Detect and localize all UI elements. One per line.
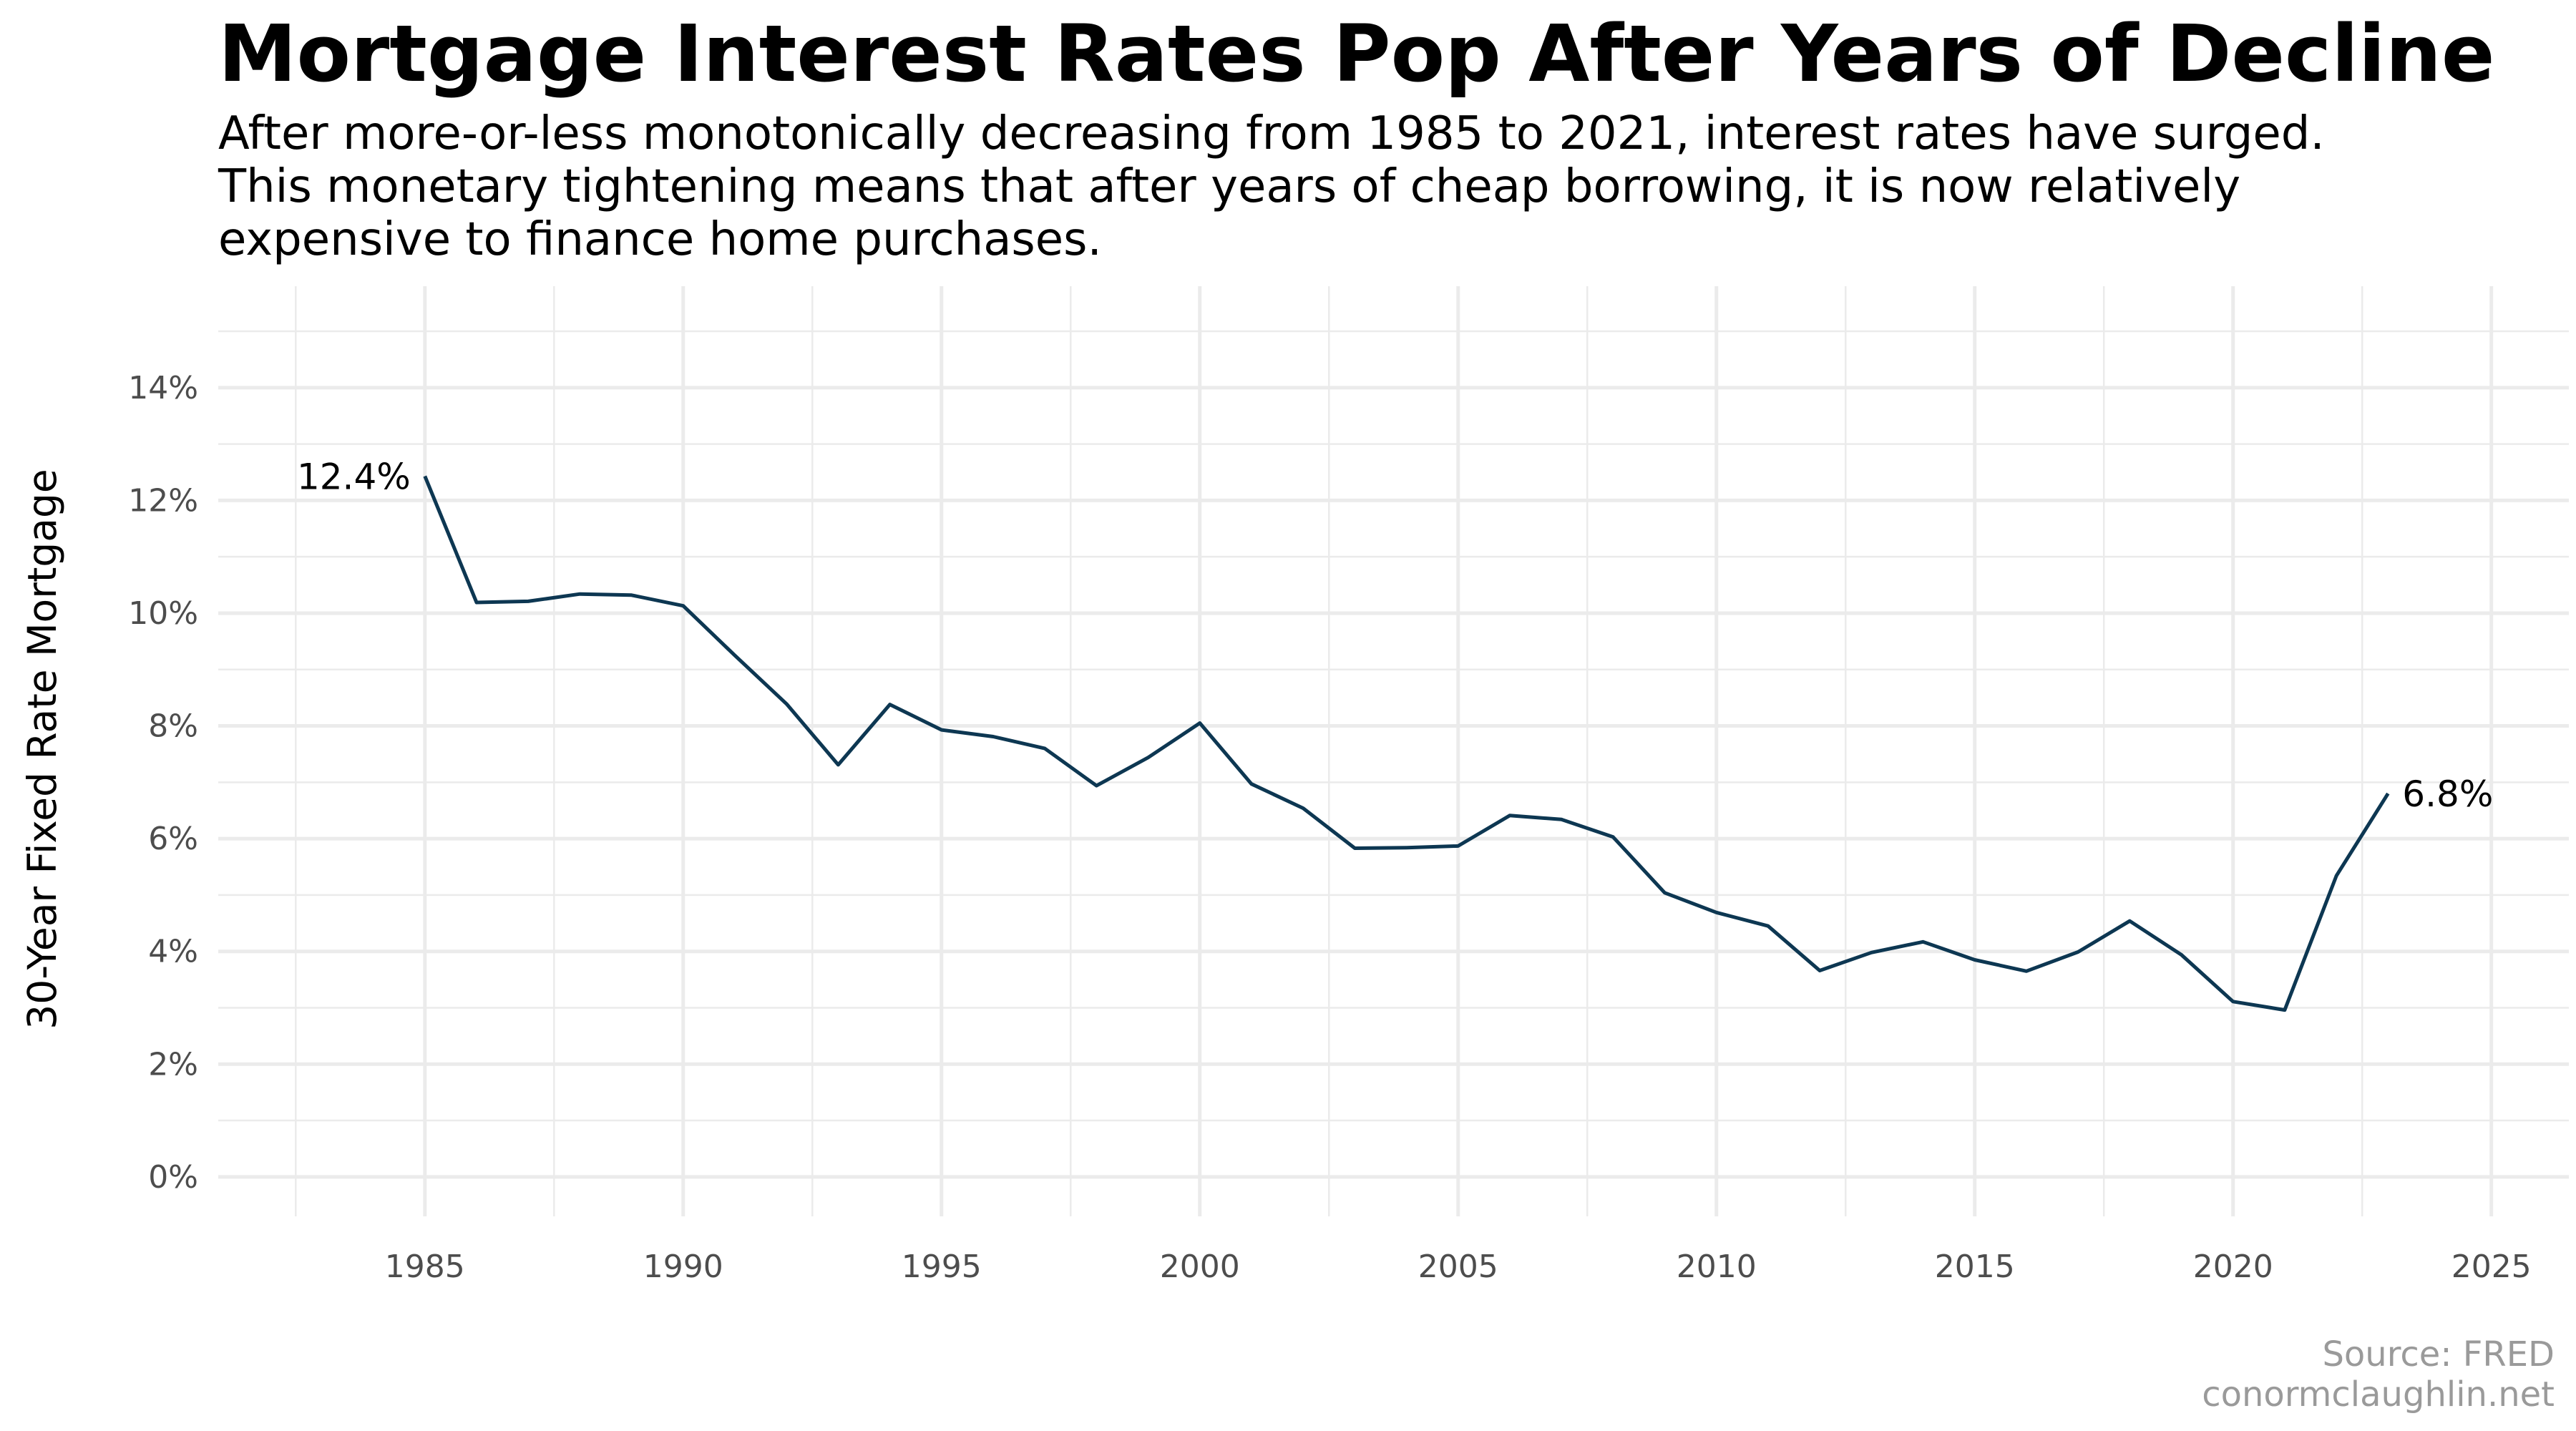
y-axis-tick-labels: 0% 2% 4% 6% 8% 10% 12% 14% [128, 370, 198, 1196]
data-label: 6.8% [2402, 773, 2493, 815]
y-tick-label: 2% [148, 1046, 198, 1083]
subtitle-line: This monetary tightening means that afte… [218, 160, 2241, 213]
subtitle-line: expensive to finance home purchases. [218, 213, 1102, 266]
x-tick-label: 2015 [1935, 1249, 2015, 1285]
y-tick-label: 10% [128, 595, 198, 632]
y-tick-label: 8% [148, 708, 198, 745]
y-tick-label: 6% [148, 821, 198, 857]
series-group [423, 475, 2390, 1012]
chart-subtitle: After more-or-less monotonically decreas… [218, 107, 2508, 266]
minor-gridlines [218, 286, 2569, 1216]
caption-site: conormclaughlin.net [2202, 1374, 2555, 1415]
x-tick-label: 2005 [1418, 1249, 1498, 1285]
y-tick-label: 0% [148, 1159, 198, 1196]
annotations: 12.4% 6.8% [297, 456, 2493, 816]
y-tick-label: 14% [128, 370, 198, 406]
y-tick-label: 12% [128, 482, 198, 519]
x-tick-label: 1990 [643, 1249, 723, 1285]
x-tick-label: 2000 [1160, 1249, 1240, 1285]
y-axis-label: 30-Year Fixed Rate Mortgage [19, 469, 65, 1029]
chart-caption: Source: FRED conormclaughlin.net [2202, 1334, 2555, 1415]
x-tick-label: 1985 [385, 1249, 465, 1285]
x-tick-label: 2010 [1677, 1249, 1757, 1285]
y-tick-label: 4% [148, 934, 198, 970]
x-axis-tick-labels: 1985 1990 1995 2000 2005 2010 2015 2020 2025 [385, 1249, 2532, 1285]
series-line [423, 475, 2390, 1012]
data-label: 12.4% [297, 456, 411, 498]
chart-title: Mortgage Interest Rates Pop After Years … [218, 8, 2495, 99]
major-gridlines [218, 286, 2569, 1216]
subtitle-line: After more-or-less monotonically decreas… [218, 107, 2325, 160]
x-tick-label: 1995 [902, 1249, 982, 1285]
x-tick-label: 2025 [2451, 1249, 2532, 1285]
caption-source: Source: FRED [2322, 1334, 2555, 1374]
x-tick-label: 2020 [2193, 1249, 2273, 1285]
